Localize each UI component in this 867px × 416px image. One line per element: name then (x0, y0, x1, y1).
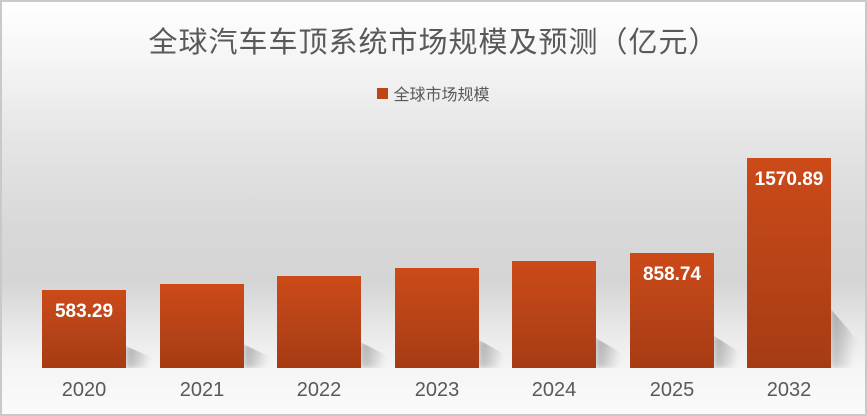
x-tick-2024: 2024 (531, 379, 577, 401)
bar-value-label-2025: 858.74 (642, 264, 702, 285)
x-tick-2025: 2025 (649, 379, 695, 401)
legend-marker-icon (377, 87, 389, 99)
bar-2020: 583.29 (42, 290, 126, 368)
bar-2023 (395, 268, 479, 368)
bar-2024 (512, 261, 596, 368)
legend-label: 全球市场规模 (393, 87, 490, 104)
bar-value-label-2032: 1570.89 (754, 169, 824, 190)
bar-2032: 1570.89 (747, 158, 831, 368)
x-tick-2032: 2032 (766, 379, 812, 401)
legend: 全球市场规模 (2, 81, 865, 105)
x-tick-2020: 2020 (61, 379, 107, 401)
bar-2025: 858.74 (630, 253, 714, 368)
bar-2022 (277, 276, 361, 368)
x-tick-2021: 2021 (179, 379, 225, 401)
bar-2021 (160, 284, 244, 368)
bar-value-label-2020: 583.29 (54, 301, 114, 322)
x-tick-2022: 2022 (296, 379, 342, 401)
chart-title: 全球汽车车顶系统市场规模及预测（亿元） (148, 27, 719, 59)
x-tick-2023: 2023 (414, 379, 460, 401)
